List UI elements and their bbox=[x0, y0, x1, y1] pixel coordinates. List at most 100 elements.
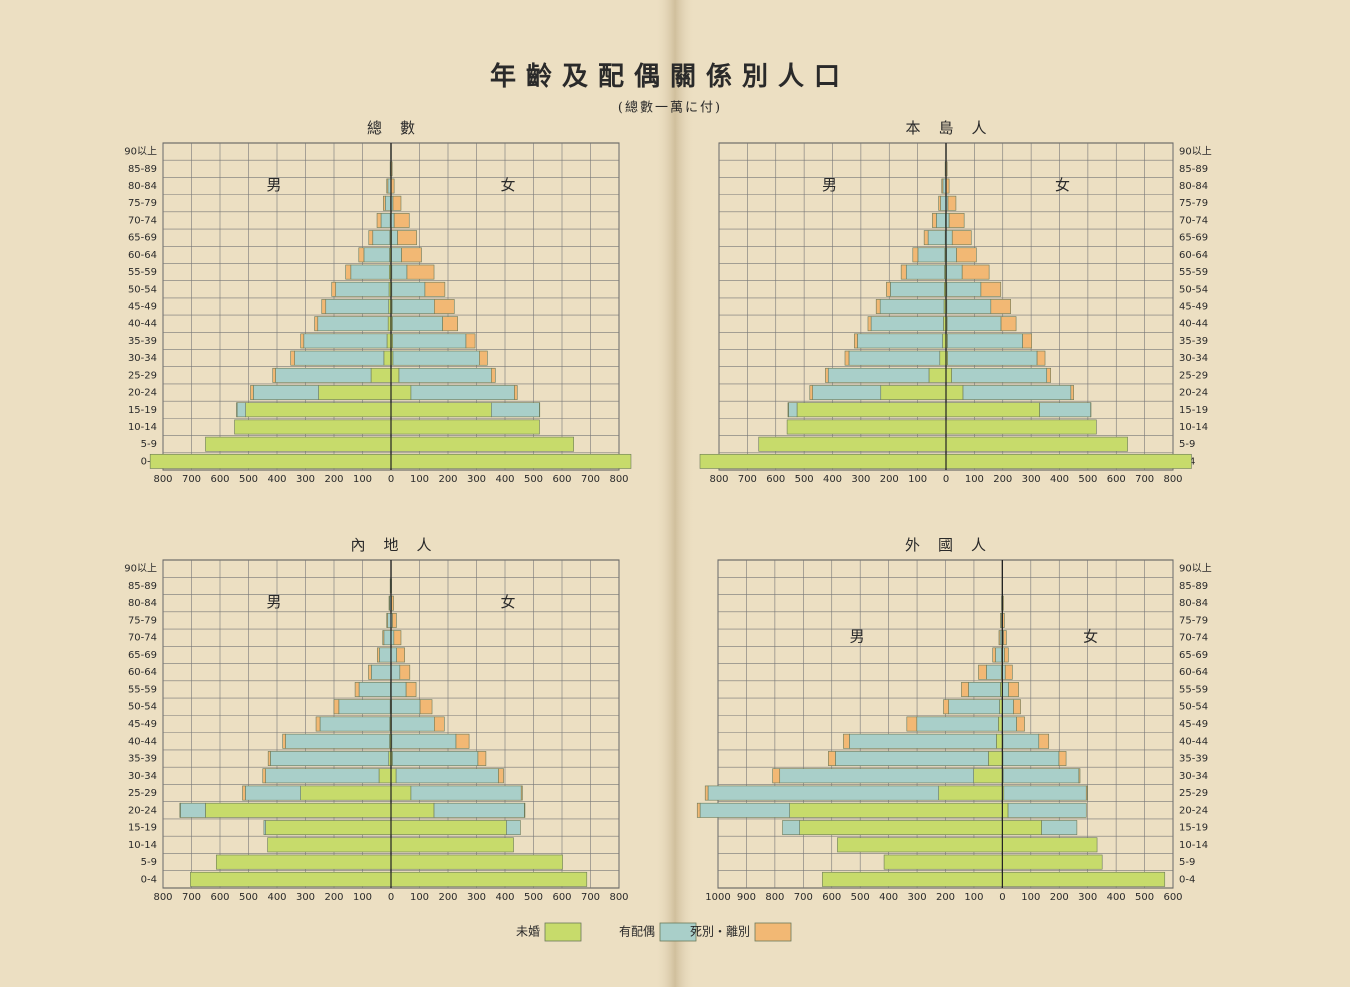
female-bar bbox=[390, 647, 397, 663]
male-bar bbox=[854, 333, 858, 349]
y-tick-label: 60-64 bbox=[128, 250, 157, 261]
female-bar bbox=[946, 264, 963, 280]
male-bar bbox=[300, 333, 305, 349]
male-bar bbox=[948, 699, 1000, 715]
x-tick-label: 200 bbox=[438, 892, 457, 903]
male-bar bbox=[996, 733, 1003, 749]
legend-label: 有配偶 bbox=[619, 925, 655, 939]
male-bar bbox=[245, 785, 301, 801]
female-label: 女 bbox=[1083, 628, 1098, 646]
y-tick-label: 80-84 bbox=[128, 598, 157, 609]
y-tick-label: 50-54 bbox=[1179, 702, 1208, 713]
male-bar bbox=[368, 230, 374, 246]
legend-label: 未婚 bbox=[516, 925, 540, 939]
x-tick-label: 100 bbox=[965, 474, 984, 485]
y-tick-label: 35-39 bbox=[128, 754, 157, 765]
female-bar bbox=[1002, 699, 1014, 715]
x-tick-label: 700 bbox=[1135, 474, 1154, 485]
male-bar bbox=[338, 699, 391, 715]
x-tick-label: 500 bbox=[239, 474, 258, 485]
male-bar bbox=[358, 682, 391, 697]
male-bar bbox=[772, 768, 781, 784]
female-bar bbox=[442, 316, 458, 332]
x-tick-label: 600 bbox=[1107, 474, 1126, 485]
female-bar bbox=[479, 350, 488, 366]
y-tick-label: 20-24 bbox=[1179, 805, 1208, 816]
female-bar bbox=[990, 299, 1011, 314]
x-tick-label: 700 bbox=[581, 892, 600, 903]
male-bar bbox=[848, 350, 941, 366]
male-bar bbox=[825, 367, 829, 383]
y-tick-label: 15-19 bbox=[128, 405, 157, 416]
male-bar bbox=[886, 281, 891, 297]
x-tick-label: 800 bbox=[609, 474, 628, 485]
x-tick-label: 100 bbox=[410, 892, 429, 903]
female-bar bbox=[391, 247, 402, 263]
y-tick-label: 80-84 bbox=[1179, 598, 1208, 609]
male-bar bbox=[789, 802, 1003, 818]
male-bar bbox=[822, 871, 1003, 887]
x-tick-label: 300 bbox=[467, 474, 486, 485]
female-bar bbox=[390, 436, 574, 452]
y-tick-label: 55-59 bbox=[128, 267, 157, 278]
male-bar bbox=[932, 213, 937, 228]
female-bar bbox=[1016, 716, 1025, 732]
female-bar bbox=[392, 316, 443, 332]
y-tick-label: 55-59 bbox=[1179, 684, 1208, 695]
male-bar bbox=[973, 768, 1003, 784]
female-bar bbox=[951, 230, 972, 246]
male-bar bbox=[325, 299, 390, 314]
x-tick-label: 700 bbox=[182, 892, 201, 903]
y-tick-label: 25-29 bbox=[1179, 370, 1208, 381]
male-bar bbox=[986, 664, 1002, 680]
male-bar bbox=[345, 264, 352, 280]
male-bar bbox=[988, 751, 1003, 766]
male-bar bbox=[837, 837, 1003, 853]
x-tick-label: 300 bbox=[467, 892, 486, 903]
x-tick-label: 800 bbox=[709, 474, 728, 485]
female-bar bbox=[406, 264, 435, 280]
x-tick-label: 200 bbox=[993, 474, 1012, 485]
male-bar bbox=[998, 630, 1001, 646]
x-tick-label: 300 bbox=[296, 474, 315, 485]
x-tick-label: 200 bbox=[936, 892, 955, 903]
male-bar bbox=[843, 733, 850, 749]
female-bar bbox=[1004, 664, 1013, 680]
female-bar bbox=[393, 213, 410, 228]
female-bar bbox=[1041, 820, 1078, 836]
male-bar bbox=[857, 333, 943, 349]
female-bar bbox=[392, 350, 480, 366]
male-label: 男 bbox=[266, 176, 281, 194]
female-label: 女 bbox=[500, 593, 515, 611]
female-bar bbox=[945, 178, 950, 194]
female-bar bbox=[1002, 837, 1098, 853]
female-bar bbox=[391, 595, 394, 611]
y-tick-label: 50-54 bbox=[1179, 284, 1208, 295]
y-tick-label: 5-9 bbox=[141, 857, 157, 868]
y-tick-label: 65-69 bbox=[1179, 233, 1208, 244]
female-bar bbox=[395, 768, 499, 784]
female-bar bbox=[947, 333, 1023, 349]
y-tick-label: 55-59 bbox=[1179, 267, 1208, 278]
x-tick-label: 400 bbox=[495, 474, 514, 485]
male-bar bbox=[928, 367, 947, 383]
female-bar bbox=[401, 247, 422, 263]
x-tick-label: 200 bbox=[880, 474, 899, 485]
y-tick-label: 45-49 bbox=[1179, 302, 1208, 313]
legend-swatch bbox=[754, 922, 792, 942]
y-tick-label: 85-89 bbox=[128, 164, 157, 175]
y-tick-label: 75-79 bbox=[1179, 198, 1208, 209]
y-tick-label: 90以上 bbox=[124, 146, 157, 158]
female-bar bbox=[390, 178, 395, 194]
male-label: 男 bbox=[850, 628, 865, 646]
x-tick-label: 600 bbox=[210, 892, 229, 903]
y-tick-label: 40-44 bbox=[128, 736, 157, 747]
female-bar bbox=[1003, 630, 1007, 646]
y-tick-label: 45-49 bbox=[128, 302, 157, 313]
female-bar bbox=[390, 367, 400, 383]
male-bar bbox=[938, 195, 941, 211]
female-bar bbox=[390, 419, 540, 435]
male-bar bbox=[333, 699, 340, 715]
y-tick-label: 70-74 bbox=[128, 633, 157, 644]
